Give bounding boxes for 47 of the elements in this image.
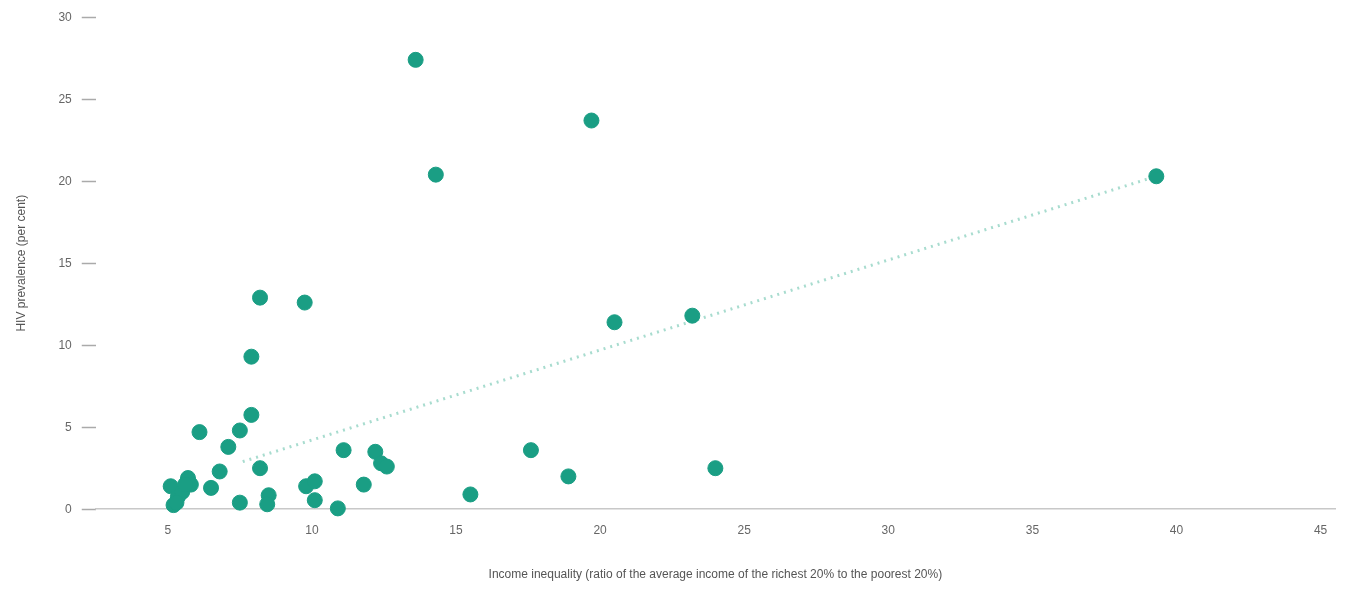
point: [243, 406, 260, 423]
y-tick-label: 5: [65, 419, 73, 434]
point: [378, 458, 395, 475]
point: [583, 112, 600, 129]
point: [355, 476, 372, 493]
point: [462, 486, 479, 503]
point: [306, 473, 323, 490]
x-axis-title: Income inequality (ratio of the average income of the richest 20% to the poorest 20%): [488, 567, 943, 582]
point: [684, 307, 701, 324]
point: [335, 442, 352, 459]
point: [522, 442, 539, 459]
y-axis-title: HIV prevalence (per cent): [13, 194, 28, 332]
point: [606, 314, 623, 331]
x-tick-label: 45: [1313, 522, 1328, 537]
point: [231, 422, 248, 439]
x-tick-label: 20: [593, 522, 608, 537]
point: [252, 289, 269, 306]
point: [1148, 168, 1165, 185]
point: [203, 479, 220, 496]
y-tick-label: 15: [58, 255, 73, 270]
x-tick-label: 25: [737, 522, 752, 537]
y-tick-label: 25: [58, 91, 73, 106]
point: [367, 443, 384, 460]
point: [259, 496, 276, 513]
y-tick-label: 0: [65, 501, 73, 516]
point: [407, 51, 424, 68]
x-tick-label: 35: [1025, 522, 1040, 537]
x-tick-label: 30: [881, 522, 896, 537]
point: [211, 463, 228, 480]
x-tick-label: 5: [164, 522, 172, 537]
y-tick-label: 20: [58, 173, 73, 188]
point: [252, 460, 269, 477]
x-tick-label: 15: [449, 522, 463, 537]
x-tick-label: 10: [305, 522, 319, 537]
y-tick-label: 10: [58, 337, 73, 352]
point: [306, 492, 323, 509]
point: [220, 438, 237, 455]
point: [560, 468, 577, 485]
point: [243, 348, 260, 365]
point: [707, 460, 724, 477]
point: [231, 494, 248, 511]
x-tick-label: 40: [1169, 522, 1184, 537]
y-tick-label: 30: [58, 9, 73, 24]
point: [329, 500, 346, 517]
point: [296, 294, 313, 311]
point: [427, 166, 444, 183]
point: [191, 424, 208, 441]
